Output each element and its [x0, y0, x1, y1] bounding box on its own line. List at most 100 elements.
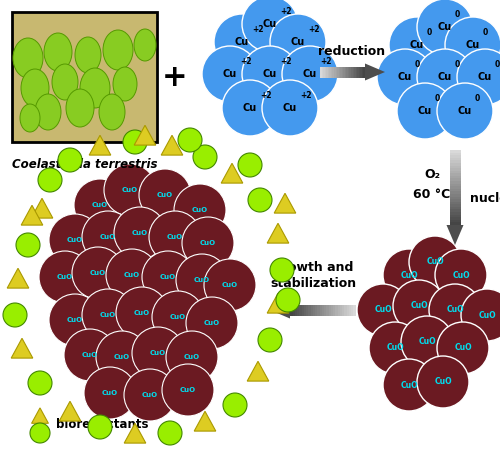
Text: CuO: CuO — [194, 277, 210, 283]
Circle shape — [114, 207, 166, 259]
Text: CuO: CuO — [452, 271, 470, 280]
Text: CuO: CuO — [124, 272, 140, 278]
Polygon shape — [89, 135, 111, 155]
Circle shape — [106, 249, 158, 301]
Polygon shape — [274, 193, 296, 213]
Bar — [450, 209, 460, 212]
Text: 0: 0 — [415, 60, 420, 69]
Bar — [290, 304, 292, 316]
Circle shape — [437, 322, 489, 374]
Text: +2: +2 — [260, 91, 272, 100]
Text: 0: 0 — [455, 10, 460, 19]
Text: CuO: CuO — [90, 270, 106, 276]
Bar — [330, 66, 332, 78]
Text: CuO: CuO — [222, 282, 238, 288]
Bar — [359, 66, 361, 78]
Bar — [348, 304, 351, 316]
Text: CuO: CuO — [418, 337, 436, 346]
Circle shape — [39, 251, 91, 303]
Text: 0: 0 — [427, 28, 432, 37]
Polygon shape — [270, 302, 290, 318]
Polygon shape — [7, 268, 29, 288]
Text: CuO: CuO — [157, 192, 173, 198]
Text: CuO: CuO — [180, 387, 196, 393]
Text: +2: +2 — [240, 57, 252, 66]
Bar — [450, 204, 460, 207]
Bar — [360, 66, 362, 78]
Bar — [450, 158, 460, 161]
Text: Cu: Cu — [438, 72, 452, 82]
Bar — [322, 66, 324, 78]
Circle shape — [248, 188, 272, 212]
Text: CuO: CuO — [400, 271, 418, 280]
Ellipse shape — [134, 29, 156, 61]
Text: Cu: Cu — [303, 69, 317, 79]
Circle shape — [149, 211, 201, 263]
Text: growth and
stabilization: growth and stabilization — [270, 261, 356, 290]
Text: +2: +2 — [252, 25, 264, 34]
Circle shape — [186, 297, 238, 349]
Circle shape — [270, 258, 294, 282]
Text: CuO: CuO — [170, 314, 186, 320]
Circle shape — [238, 153, 262, 177]
Circle shape — [16, 233, 40, 257]
Bar — [310, 304, 313, 316]
Circle shape — [84, 367, 136, 419]
Text: CuO: CuO — [82, 352, 98, 358]
Text: reduction: reduction — [318, 45, 386, 58]
Text: CuO: CuO — [67, 317, 83, 323]
Bar — [450, 191, 460, 194]
Bar — [450, 152, 460, 156]
Text: CuO: CuO — [122, 187, 138, 193]
Text: CuO: CuO — [134, 310, 150, 316]
Circle shape — [116, 287, 168, 339]
Circle shape — [64, 329, 116, 381]
Bar — [326, 304, 328, 316]
Text: 0: 0 — [455, 60, 460, 69]
Ellipse shape — [66, 89, 94, 127]
Bar — [340, 304, 342, 316]
Text: 0: 0 — [435, 94, 440, 103]
Circle shape — [193, 145, 217, 169]
Text: Cu: Cu — [478, 72, 492, 82]
Bar — [450, 170, 460, 174]
Polygon shape — [21, 205, 43, 225]
Text: 0: 0 — [475, 94, 480, 103]
Bar — [328, 66, 330, 78]
Polygon shape — [194, 411, 216, 431]
Circle shape — [377, 49, 433, 105]
Circle shape — [88, 415, 112, 439]
Circle shape — [30, 423, 50, 443]
Polygon shape — [267, 293, 289, 313]
Circle shape — [409, 236, 461, 288]
Polygon shape — [31, 198, 53, 218]
Text: Cu: Cu — [223, 69, 237, 79]
Text: CuO: CuO — [67, 237, 83, 243]
Circle shape — [82, 289, 134, 341]
Ellipse shape — [13, 38, 43, 78]
Text: CuO: CuO — [100, 312, 116, 318]
Text: bioreductants: bioreductants — [56, 419, 148, 432]
Text: CuO: CuO — [150, 350, 166, 356]
Bar — [450, 173, 460, 176]
Ellipse shape — [99, 94, 125, 130]
Ellipse shape — [113, 67, 137, 101]
Text: +2: +2 — [280, 7, 291, 16]
Text: Coelastrella terrestris: Coelastrella terrestris — [12, 158, 157, 171]
Bar — [342, 66, 344, 78]
Circle shape — [132, 327, 184, 379]
Polygon shape — [32, 408, 48, 423]
Text: CuO: CuO — [100, 234, 116, 240]
Circle shape — [223, 393, 247, 417]
Ellipse shape — [80, 68, 110, 108]
Bar — [450, 181, 460, 184]
Text: Cu: Cu — [458, 106, 472, 116]
Bar — [450, 222, 460, 226]
Bar — [306, 304, 308, 316]
Bar — [301, 304, 304, 316]
FancyBboxPatch shape — [12, 12, 157, 142]
Ellipse shape — [103, 30, 133, 70]
Circle shape — [242, 46, 298, 102]
Bar — [346, 66, 348, 78]
Text: CuO: CuO — [192, 207, 208, 213]
